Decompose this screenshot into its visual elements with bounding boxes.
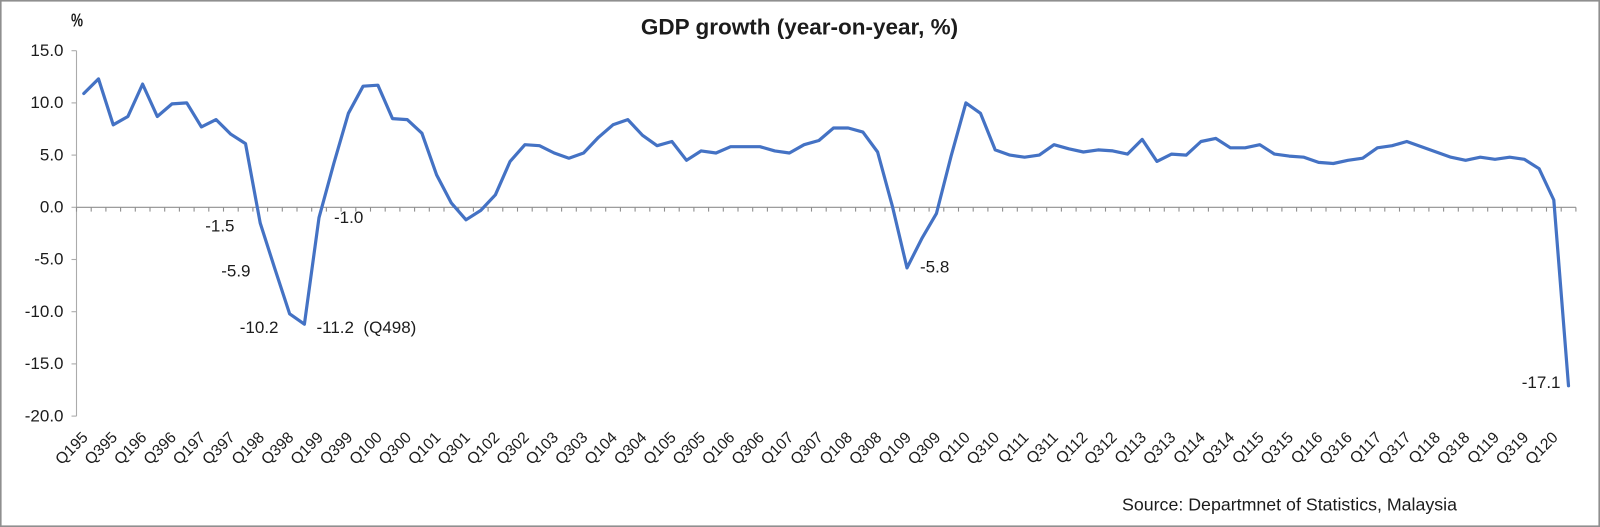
- svg-text:5.0: 5.0: [40, 145, 64, 164]
- svg-text:-10.0: -10.0: [25, 302, 64, 321]
- svg-text:Source: Departmnet of Statisti: Source: Departmnet of Statistics, Malays…: [1122, 495, 1457, 515]
- svg-text:15.0: 15.0: [30, 41, 63, 60]
- svg-text:-5.0: -5.0: [34, 250, 63, 269]
- svg-text:-15.0: -15.0: [25, 354, 64, 373]
- svg-text:-5.9: -5.9: [221, 262, 250, 281]
- svg-text:-1.0: -1.0: [334, 208, 363, 227]
- svg-text:-1.5: -1.5: [205, 217, 234, 236]
- svg-text:0.0: 0.0: [40, 198, 64, 217]
- svg-text:-11.2 (Q498): -11.2 (Q498): [317, 318, 417, 337]
- svg-text:-20.0: -20.0: [25, 406, 64, 425]
- svg-text:10.0: 10.0: [30, 93, 63, 112]
- svg-text:%: %: [71, 10, 83, 30]
- svg-text:-5.8: -5.8: [920, 258, 949, 277]
- svg-text:GDP growth (year-on-year, %): GDP growth (year-on-year, %): [641, 14, 958, 39]
- svg-text:-10.2: -10.2: [240, 318, 279, 337]
- svg-text:-17.1: -17.1: [1522, 373, 1561, 392]
